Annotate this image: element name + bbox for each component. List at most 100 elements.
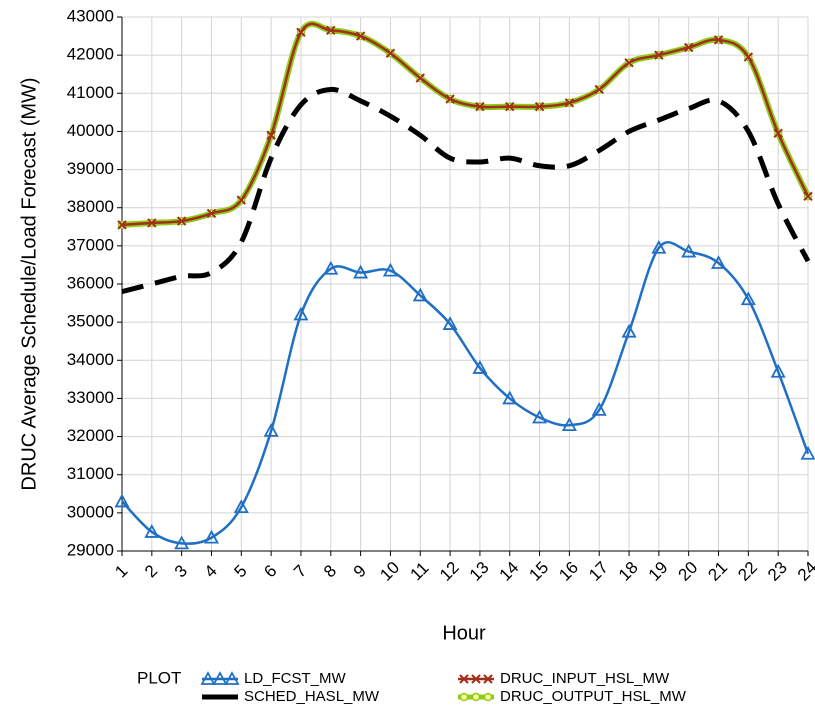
x-tick-label: 15 bbox=[525, 558, 552, 585]
marker bbox=[711, 255, 727, 269]
series-line bbox=[121, 86, 811, 295]
marker bbox=[233, 499, 249, 514]
legend-label: LD_FCST_MW bbox=[244, 670, 347, 687]
marker bbox=[502, 390, 518, 405]
marker bbox=[296, 27, 306, 37]
x-tick-label: 10 bbox=[376, 558, 403, 585]
x-tick-label: 4 bbox=[201, 561, 221, 581]
y-tick-label: 42000 bbox=[67, 45, 114, 64]
marker bbox=[483, 692, 493, 702]
marker bbox=[471, 674, 481, 684]
x-tick-label: 21 bbox=[704, 558, 731, 585]
x-tick-label: 22 bbox=[734, 558, 761, 585]
series-line bbox=[121, 22, 810, 227]
y-tick-label: 40000 bbox=[67, 121, 114, 140]
marker bbox=[236, 195, 247, 205]
legend-item: SCHED_HASL_MW bbox=[202, 688, 380, 705]
marker bbox=[212, 671, 228, 685]
marker bbox=[442, 316, 458, 330]
marker bbox=[415, 73, 425, 83]
marker bbox=[114, 493, 130, 508]
y-tick-label: 41000 bbox=[67, 83, 114, 102]
marker bbox=[505, 101, 515, 112]
x-tick-label: 20 bbox=[675, 558, 702, 585]
series-line bbox=[121, 20, 811, 228]
marker bbox=[459, 692, 469, 702]
marker bbox=[624, 58, 634, 68]
legend-label: DRUC_OUTPUT_HSL_MW bbox=[500, 688, 687, 705]
x-tick-label: 8 bbox=[320, 561, 340, 581]
marker bbox=[459, 674, 469, 684]
legend-item: LD_FCST_MW bbox=[200, 670, 347, 687]
marker bbox=[323, 260, 339, 275]
x-tick-label: 19 bbox=[645, 558, 672, 585]
x-axis-label: Hour bbox=[442, 622, 486, 644]
marker bbox=[471, 692, 481, 702]
marker bbox=[770, 363, 786, 378]
marker bbox=[683, 42, 694, 53]
marker bbox=[713, 35, 724, 45]
x-tick-label: 16 bbox=[555, 558, 582, 585]
legend-label: DRUC_INPUT_HSL_MW bbox=[500, 670, 670, 687]
marker bbox=[382, 262, 398, 277]
marker bbox=[483, 674, 493, 684]
marker bbox=[534, 101, 545, 112]
y-tick-label: 36000 bbox=[67, 273, 114, 292]
x-tick-label: 1 bbox=[111, 561, 131, 581]
marker bbox=[803, 191, 813, 201]
marker bbox=[532, 409, 548, 424]
marker bbox=[263, 422, 279, 437]
y-tick-label: 39000 bbox=[67, 159, 114, 178]
y-tick-label: 30000 bbox=[67, 502, 114, 521]
y-axis-label: DRUC Average Schedule/Load Forecast (MW) bbox=[18, 77, 40, 490]
marker bbox=[561, 417, 577, 432]
marker bbox=[651, 239, 667, 254]
y-tick-label: 43000 bbox=[67, 6, 114, 25]
y-tick-label: 31000 bbox=[67, 464, 114, 483]
y-tick-label: 32000 bbox=[67, 426, 114, 445]
marker bbox=[743, 52, 754, 62]
series-line bbox=[121, 241, 810, 545]
marker bbox=[740, 291, 756, 306]
y-tick-label: 35000 bbox=[67, 312, 114, 331]
x-tick-label: 2 bbox=[141, 561, 161, 581]
marker bbox=[206, 208, 217, 219]
marker bbox=[445, 94, 455, 104]
marker bbox=[654, 50, 664, 60]
x-tick-label: 6 bbox=[260, 561, 280, 581]
x-tick-label: 7 bbox=[290, 561, 310, 581]
y-tick-label: 37000 bbox=[67, 235, 114, 254]
x-tick-label: 17 bbox=[585, 558, 612, 585]
legend-item: DRUC_OUTPUT_HSL_MW bbox=[458, 688, 687, 705]
x-tick-label: 23 bbox=[764, 558, 791, 585]
marker bbox=[174, 535, 190, 550]
marker bbox=[293, 306, 309, 321]
x-tick-label: 9 bbox=[350, 561, 370, 581]
y-tick-label: 38000 bbox=[67, 197, 114, 216]
y-tick-label: 33000 bbox=[67, 388, 114, 407]
marker bbox=[681, 243, 697, 258]
marker bbox=[176, 216, 187, 226]
x-tick-label: 14 bbox=[496, 558, 523, 585]
legend-label: SCHED_HASL_MW bbox=[244, 688, 380, 705]
legend-item: DRUC_INPUT_HSL_MW bbox=[458, 670, 670, 687]
marker bbox=[117, 220, 127, 230]
marker bbox=[326, 25, 336, 36]
marker bbox=[144, 524, 160, 538]
marker bbox=[564, 98, 575, 108]
marker bbox=[475, 101, 485, 112]
x-tick-label: 18 bbox=[615, 558, 642, 585]
marker bbox=[355, 31, 366, 41]
marker bbox=[385, 48, 396, 58]
marker bbox=[412, 287, 428, 302]
x-tick-label: 24 bbox=[794, 558, 815, 585]
x-tick-label: 5 bbox=[231, 561, 251, 581]
marker bbox=[266, 130, 276, 140]
marker bbox=[800, 445, 815, 460]
marker bbox=[203, 529, 219, 544]
legend-title: PLOT bbox=[137, 668, 181, 687]
x-tick-label: 11 bbox=[407, 558, 433, 584]
marker bbox=[200, 671, 216, 685]
marker bbox=[621, 323, 637, 338]
y-tick-label: 34000 bbox=[67, 350, 114, 369]
